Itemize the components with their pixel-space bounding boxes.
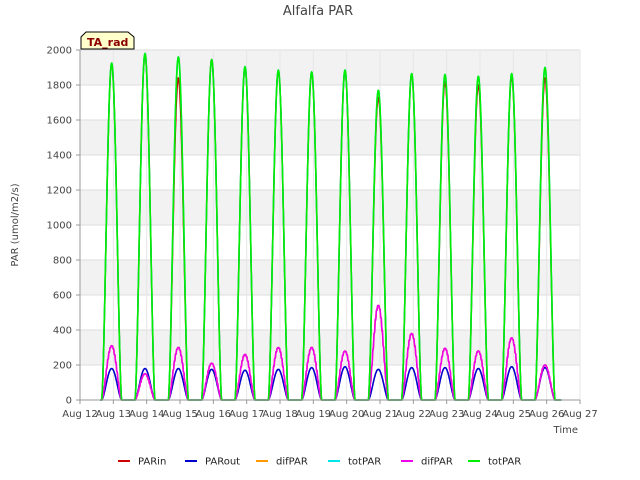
- axes: 0 200 400 600 800 1000 1200 1400 1600 1800 2000 Aug…: [47, 46, 598, 421]
- badge-label: TA_rad: [87, 36, 128, 49]
- background-band: [80, 330, 580, 365]
- background-band: [80, 120, 580, 155]
- legend-item-parin-0: PARin: [118, 457, 166, 468]
- y-tick-label: 1600: [47, 116, 72, 127]
- x-tick-label: Aug 18: [262, 409, 297, 420]
- x-tick-label: Aug 14: [129, 409, 164, 420]
- x-tick-label: Aug 16: [196, 409, 231, 420]
- y-tick-label: 2000: [47, 46, 72, 57]
- x-tick-label: Aug 21: [362, 409, 397, 420]
- legend-label: difPAR: [421, 457, 453, 468]
- x-tick-label: Aug 26: [529, 409, 564, 420]
- legend-item-difpar-4: difPAR: [401, 457, 453, 468]
- ta-rad-badge: TA_rad: [80, 31, 135, 50]
- x-tick-label: Aug 25: [496, 409, 531, 420]
- legend: PARin PARout difPAR totPAR difPAR totPAR: [118, 457, 521, 468]
- legend-label: PARout: [205, 457, 240, 468]
- x-tick-label: Aug 19: [296, 409, 331, 420]
- y-tick-label: 1800: [47, 81, 72, 92]
- legend-item-difpar-2: difPAR: [256, 457, 308, 468]
- background-band: [80, 190, 580, 225]
- y-tick-label: 1200: [47, 186, 72, 197]
- y-tick-label: 800: [53, 256, 72, 267]
- legend-item-parout-1: PARout: [185, 457, 240, 468]
- legend-label: totPAR: [348, 457, 381, 468]
- y-axis-title: PAR (umol/m2/s): [10, 183, 21, 266]
- x-axis-title: Time: [553, 425, 578, 436]
- y-tick-label: 600: [53, 291, 72, 302]
- legend-label: difPAR: [276, 457, 308, 468]
- x-tick-label: Aug 13: [96, 409, 131, 420]
- x-tick-label: Aug 12: [62, 409, 97, 420]
- legend-label: totPAR: [488, 457, 521, 468]
- y-tick-label: 1400: [47, 151, 72, 162]
- y-tick-label: 1000: [47, 221, 72, 232]
- legend-item-totpar-3: totPAR: [328, 457, 381, 468]
- x-tick-label: Aug 15: [162, 409, 197, 420]
- background-band: [80, 50, 580, 85]
- x-tick-label: Aug 27: [562, 409, 597, 420]
- chart-title: Alfalfa PAR: [283, 4, 353, 19]
- gridlines: [79, 49, 581, 401]
- x-tick-label: Aug 20: [329, 409, 364, 420]
- y-tick-label: 0: [66, 396, 72, 407]
- x-tick-label: Aug 17: [229, 409, 264, 420]
- x-tick-label: Aug 22: [396, 409, 431, 420]
- background-band: [80, 260, 580, 295]
- x-tick-label: Aug 23: [429, 409, 464, 420]
- legend-item-totpar-5: totPAR: [468, 457, 521, 468]
- legend-label: PARin: [138, 457, 166, 468]
- y-tick-label: 200: [53, 361, 72, 372]
- x-tick-label: Aug 24: [462, 409, 497, 420]
- y-tick-label: 400: [53, 326, 72, 337]
